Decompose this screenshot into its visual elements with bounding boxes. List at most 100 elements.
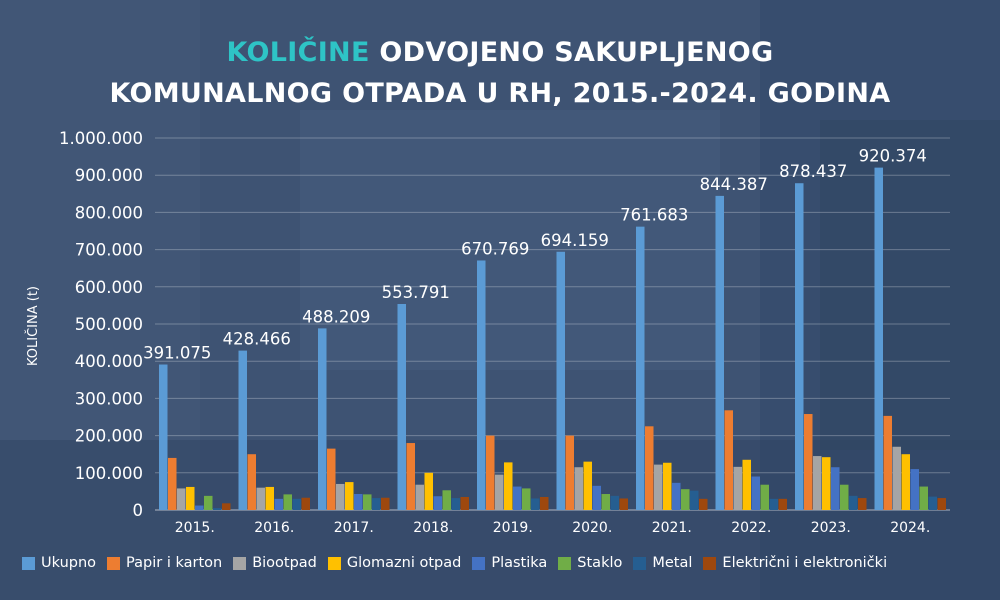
legend-swatch <box>22 556 35 570</box>
bar-električni-i-elektronički <box>699 498 708 510</box>
legend: Ukupno Papir i karton Biootpad Glomazni otp… <box>22 555 998 571</box>
data-label: 761.683 <box>620 206 688 225</box>
bar-plastika <box>592 485 601 510</box>
legend-label: Plastika <box>491 555 548 571</box>
bar-glomazni-otpad <box>424 472 433 510</box>
x-tick-label: 2020. <box>572 520 612 536</box>
data-label: 844.387 <box>700 175 768 194</box>
bar-električni-i-elektronički <box>858 498 867 510</box>
legend-swatch <box>107 556 121 570</box>
bar-staklo <box>760 484 769 510</box>
bar-glomazni-otpad <box>901 454 910 510</box>
x-tick-label: 2016. <box>254 520 294 536</box>
legend-item: Biootpad <box>233 555 317 571</box>
data-label: 391.075 <box>143 344 211 363</box>
x-tick-label: 2018. <box>413 520 453 536</box>
bar-papir-i-karton <box>247 454 256 510</box>
data-label: 553.791 <box>382 283 450 302</box>
bar-biootpad <box>495 474 504 510</box>
bar-plastika <box>274 498 283 510</box>
bar-glomazni-otpad <box>583 461 592 510</box>
y-tick-label: 800.000 <box>75 203 143 222</box>
data-label: 878.437 <box>779 162 847 181</box>
bar-plastika <box>751 476 760 510</box>
x-tick-label: 2017. <box>334 520 374 536</box>
legend-item: Ukupno <box>22 555 96 571</box>
bar-ukupno <box>397 303 406 510</box>
bar-metal <box>769 498 778 510</box>
bar-ukupno <box>238 350 247 510</box>
bar-biootpad <box>574 467 583 510</box>
legend-swatch <box>558 556 572 570</box>
legend-item: Staklo <box>558 555 622 571</box>
bar-metal <box>849 495 858 510</box>
title-line1: ODVOJENO SAKUPLJENOG <box>369 37 774 68</box>
title-line2: KOMUNALNOG OTPADA U RH, 2015.-2024. GODI… <box>109 78 891 109</box>
legend-label: Papir i karton <box>126 555 223 571</box>
bar-metal <box>213 508 222 510</box>
legend-item: Električni i elektronički <box>703 555 887 571</box>
legend-swatch <box>233 556 247 570</box>
legend-label: Električni i elektronički <box>722 555 888 571</box>
y-tick-label: 900.000 <box>75 166 143 185</box>
y-tick-label: 300.000 <box>75 389 143 408</box>
bar-ukupno <box>159 364 168 510</box>
bar-staklo <box>204 495 213 510</box>
x-tick-label: 2019. <box>493 520 533 536</box>
legend-item: Plastika <box>472 555 547 571</box>
legend-item: Papir i karton <box>107 555 222 571</box>
bar-staklo <box>681 489 690 510</box>
bar-glomazni-otpad <box>742 459 751 510</box>
y-tick-label: 1.000.000 <box>59 129 143 148</box>
gridlines <box>155 137 950 511</box>
bar-plastika <box>513 486 522 510</box>
bar-električni-i-elektronički <box>222 503 231 510</box>
bar-glomazni-otpad <box>504 462 513 510</box>
bar-ukupno <box>715 195 724 510</box>
legend-label: Metal <box>652 555 693 571</box>
bar-ukupno <box>477 260 486 510</box>
bar-papir-i-karton <box>168 457 177 510</box>
y-tick-label: 500.000 <box>75 315 143 334</box>
legend-swatch <box>703 556 717 570</box>
bar-biootpad <box>733 466 742 510</box>
y-tick-label: 600.000 <box>75 278 143 297</box>
bar-plastika <box>433 496 442 510</box>
bar-staklo <box>601 494 610 510</box>
bar-papir-i-karton <box>406 443 415 510</box>
bar-biootpad <box>654 464 663 510</box>
bar-papir-i-karton <box>883 415 892 510</box>
legend-swatch <box>633 556 647 570</box>
bar-biootpad <box>892 446 901 510</box>
bar-staklo <box>840 484 849 510</box>
bar-biootpad <box>415 484 424 510</box>
bar-plastika <box>195 505 204 510</box>
x-tick-label: 2021. <box>652 520 692 536</box>
y-tick-label: 700.000 <box>75 241 143 260</box>
legend-item: Glomazni otpad <box>327 555 462 571</box>
bar-metal <box>531 498 540 510</box>
legend-swatch <box>327 556 341 570</box>
bar-staklo <box>522 488 531 510</box>
data-label: 920.374 <box>859 147 927 166</box>
bar-plastika <box>831 467 840 510</box>
legend-label: Staklo <box>577 555 623 571</box>
bar-metal <box>690 490 699 510</box>
bar-plastika <box>910 469 919 510</box>
bar-biootpad <box>813 456 822 510</box>
bar-električni-i-elektronički <box>540 496 549 510</box>
bar-metal <box>610 495 619 510</box>
bar-električni-i-elektronički <box>460 496 469 510</box>
bar-glomazni-otpad <box>265 486 274 510</box>
x-tick-label: 2015. <box>175 520 215 536</box>
y-tick-label: 100.000 <box>75 464 143 483</box>
y-axis: 0 100.000 200.000 300.000 400.000 500.000 600.… <box>59 129 143 520</box>
data-label: 694.159 <box>541 231 609 250</box>
x-tick-label: 2022. <box>731 520 771 536</box>
bar-staklo <box>919 486 928 510</box>
legend-label: Glomazni otpad <box>346 555 462 571</box>
value-labels: 391.075 428.466 488.209 553.791 670.769 694.1… <box>143 147 927 363</box>
bar-staklo <box>283 494 292 510</box>
